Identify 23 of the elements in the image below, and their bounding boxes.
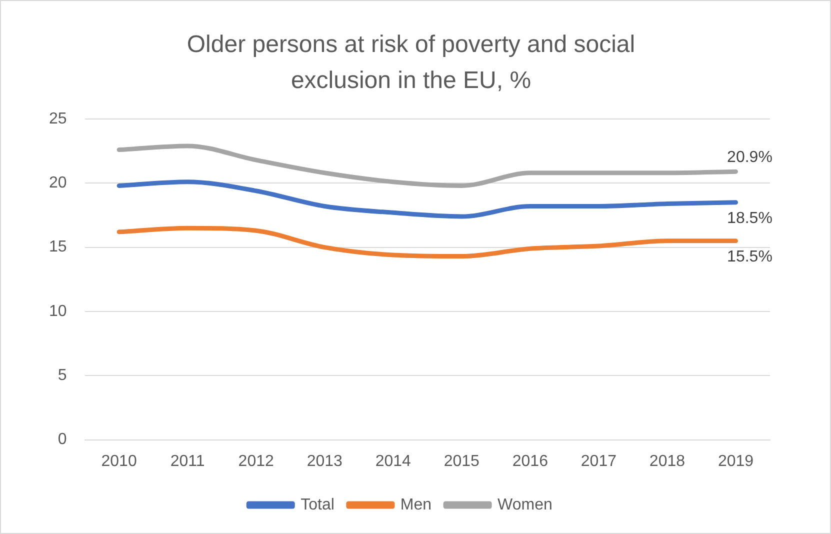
y-tick-label: 20: [49, 174, 67, 192]
x-tick-label: 2013: [306, 452, 343, 470]
legend-label: Women: [498, 496, 552, 514]
x-tick-label: 2015: [444, 452, 480, 470]
legend-label: Men: [400, 496, 432, 514]
y-tick-label: 10: [49, 302, 67, 320]
data-label: 20.9%: [727, 149, 772, 166]
x-tick-label: 2017: [580, 452, 617, 470]
x-tick-label: 2018: [649, 452, 686, 470]
x-tick-label: 2019: [718, 452, 754, 470]
y-tick-label: 15: [49, 238, 67, 256]
x-tick-label: 2010: [101, 452, 137, 470]
y-tick-label: 25: [49, 110, 67, 128]
y-tick-label: 5: [58, 367, 67, 384]
data-label: 18.5%: [727, 210, 772, 227]
x-tick-label: 2016: [512, 452, 548, 470]
x-tick-label: 2011: [170, 452, 205, 470]
x-tick-label: 2014: [375, 452, 412, 470]
y-tick-label: 0: [58, 431, 67, 448]
x-tick-label: 2012: [238, 452, 274, 470]
data-label: 15.5%: [727, 248, 772, 266]
legend-label: Total: [300, 496, 334, 514]
chart-title: Older persons at risk of poverty and social exclusion in the EU, %: [186, 30, 636, 96]
